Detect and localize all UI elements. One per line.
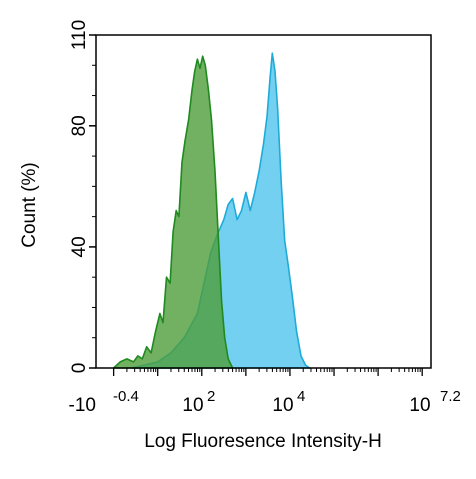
y-axis-ticks: 0 40 80 110 — [69, 20, 96, 373]
x-tick-label-exponent: 2 — [207, 388, 215, 405]
series-area-0 — [112, 55, 234, 369]
x-tick-label-base: -10 — [69, 395, 96, 416]
plot-frame — [95, 34, 432, 369]
y-tick-label: 0 — [69, 363, 90, 374]
y-axis-title: Count (%) — [19, 162, 40, 248]
x-tick-label-exponent: 4 — [297, 388, 305, 405]
series-layer — [112, 52, 311, 369]
x-axis-ticks: -10 -0.4 10 2 10 4 10 7.2 — [69, 368, 461, 416]
x-tick-label-exponent: -0.4 — [113, 388, 139, 405]
y-tick-label: 110 — [69, 20, 90, 50]
x-axis-title: Log Fluoresence Intensity-H — [144, 431, 382, 452]
x-tick-label-base: 10 — [182, 395, 203, 416]
x-tick-label-base: 10 — [409, 395, 430, 416]
x-tick-label-base: 10 — [272, 395, 293, 416]
y-tick-label: 80 — [69, 115, 90, 136]
y-tick-label: 40 — [69, 236, 90, 257]
x-tick-label-exponent: 7.2 — [440, 388, 461, 405]
